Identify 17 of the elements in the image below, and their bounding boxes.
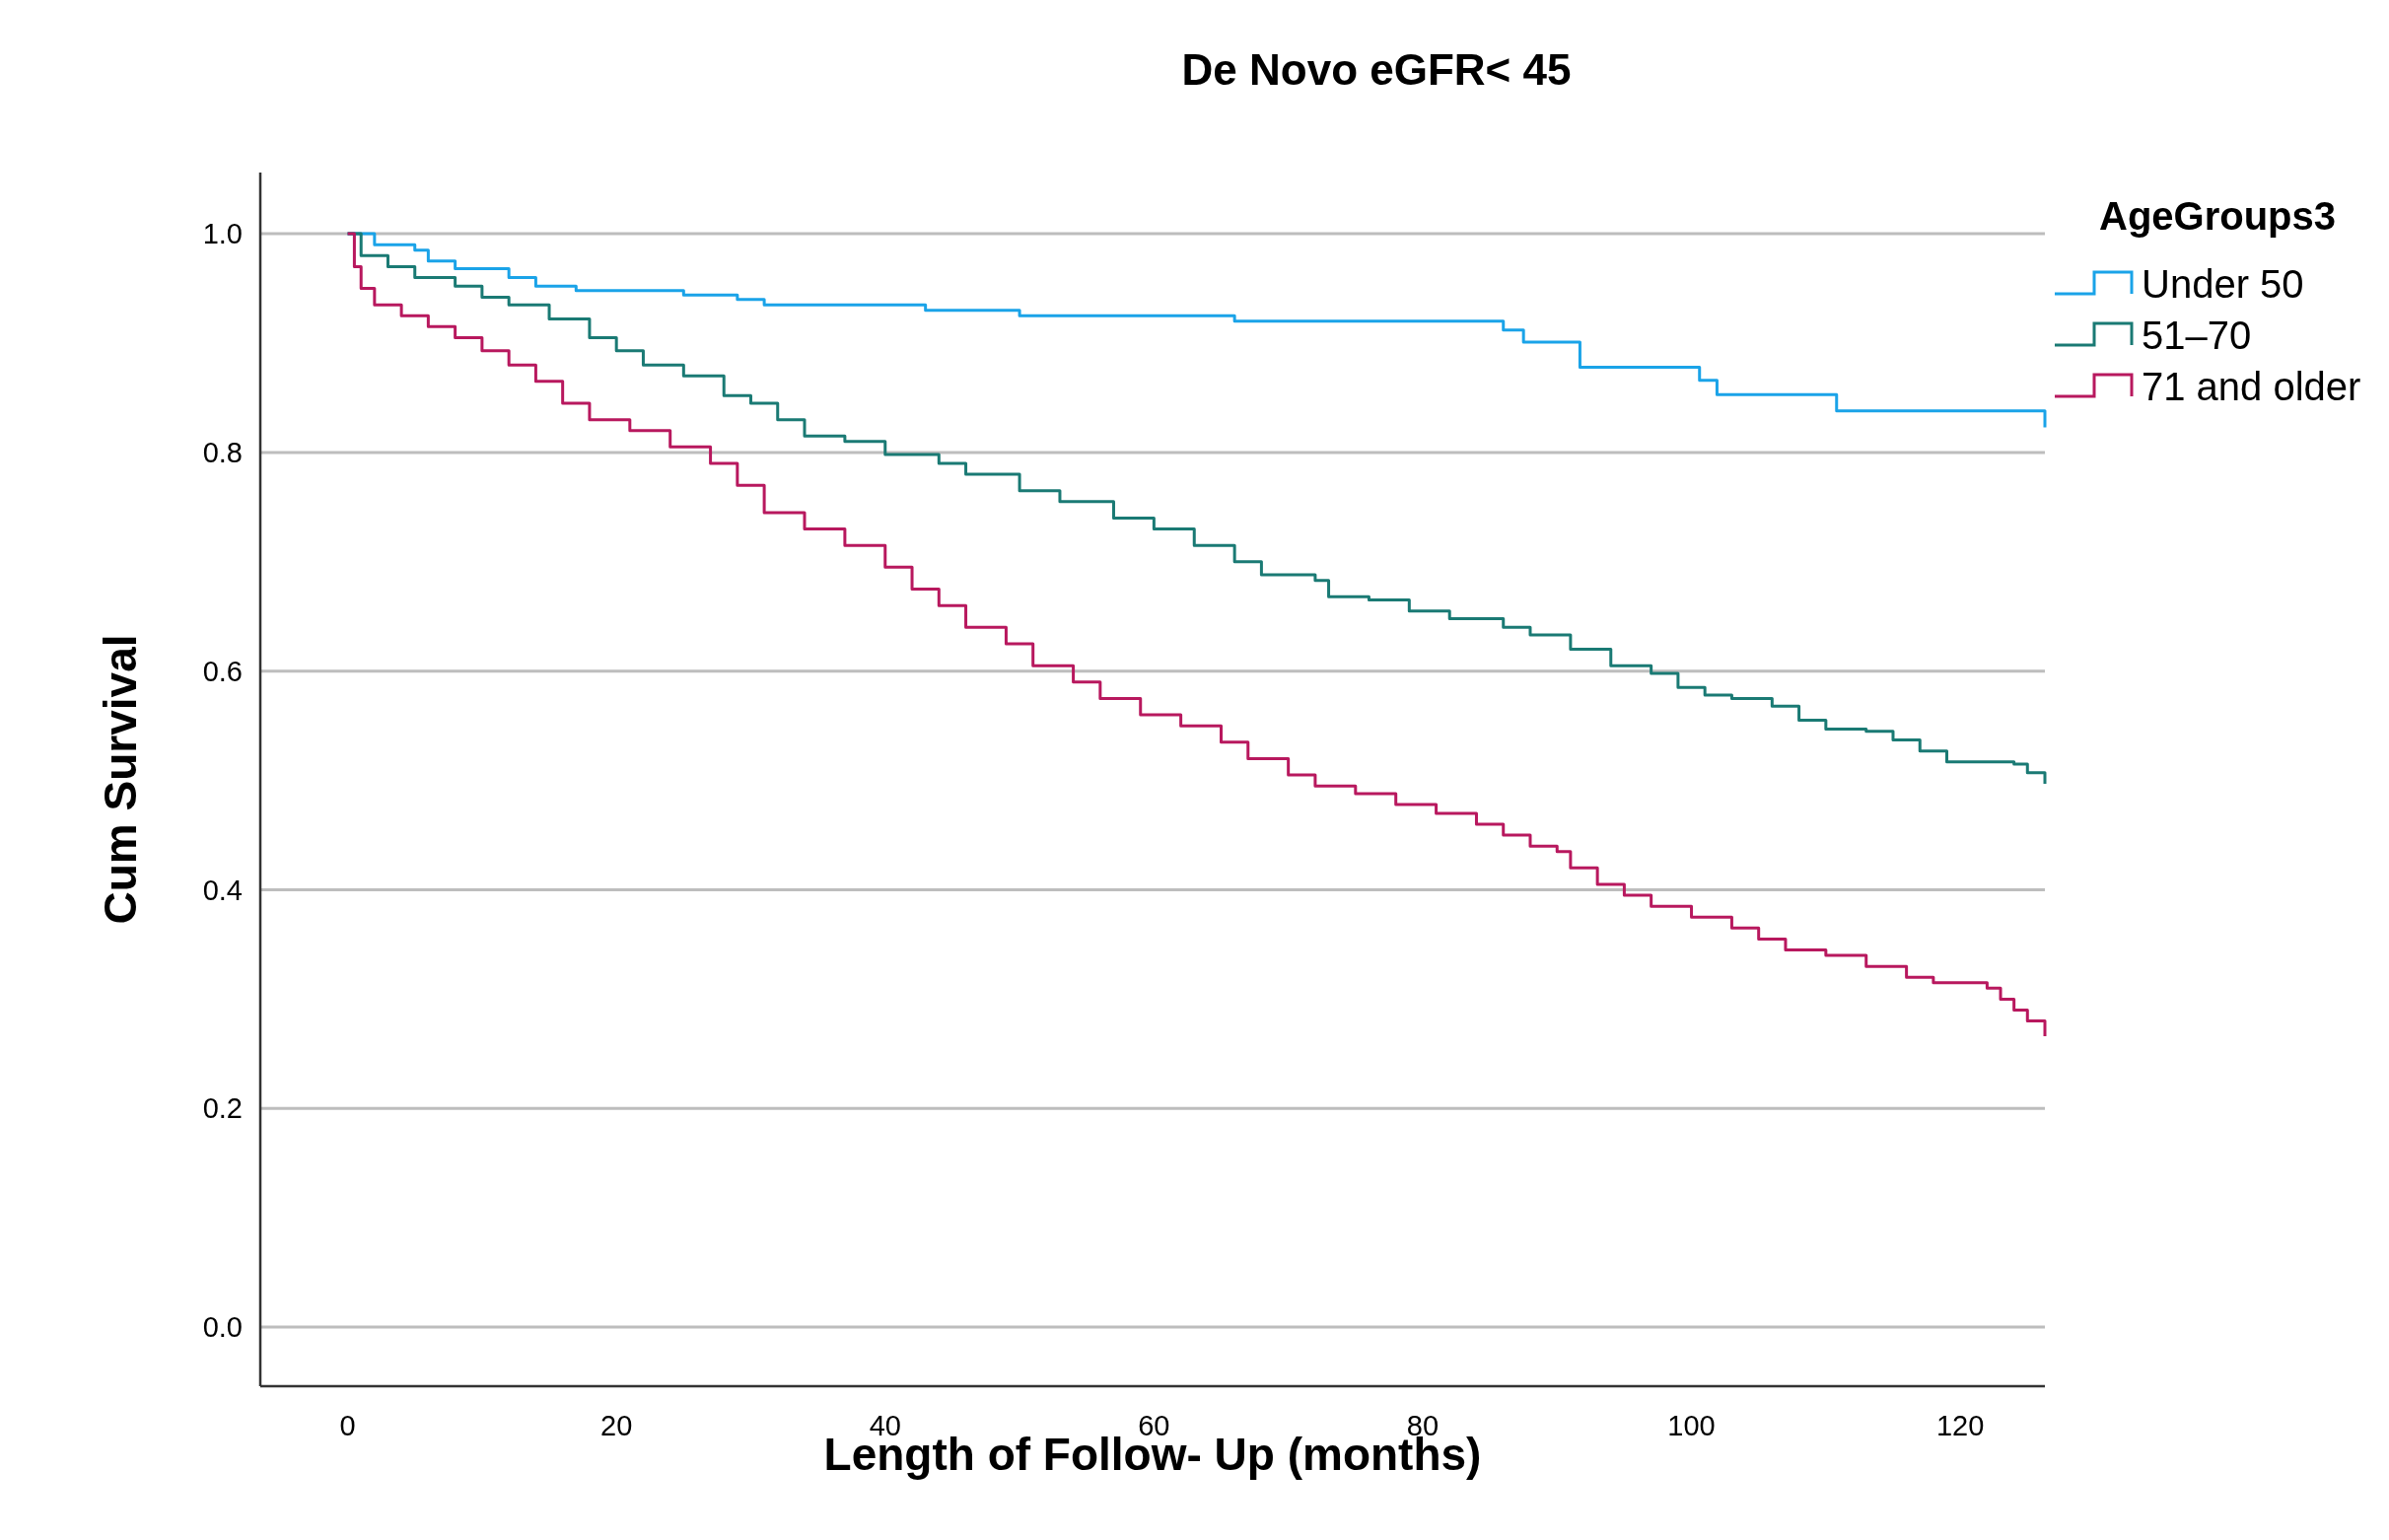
x-tick-label: 20 — [600, 1410, 633, 1441]
y-tick-label: 0.2 — [202, 1092, 243, 1125]
x-tick-label: 0 — [339, 1410, 356, 1441]
x-tick-label: 100 — [1667, 1410, 1716, 1441]
x-tick-label: 120 — [1935, 1410, 1985, 1441]
x-tick-label: 60 — [1138, 1410, 1170, 1441]
chart-title: De Novo eGFR< 45 — [1181, 45, 1572, 94]
y-tick-label: 0.8 — [202, 437, 243, 469]
legend-label: 51–70 — [2142, 314, 2252, 357]
y-axis-title: Cum Survival — [95, 634, 146, 925]
y-tick-label: 1.0 — [202, 218, 243, 250]
legend-title: AgeGroups3 — [2099, 194, 2337, 238]
legend-label: Under 50 — [2142, 262, 2304, 306]
legend-label: 71 and older — [2142, 365, 2361, 408]
y-tick-label: 0.0 — [202, 1311, 243, 1344]
y-tick-label: 0.4 — [202, 874, 243, 906]
y-tick-label: 0.6 — [202, 655, 243, 687]
